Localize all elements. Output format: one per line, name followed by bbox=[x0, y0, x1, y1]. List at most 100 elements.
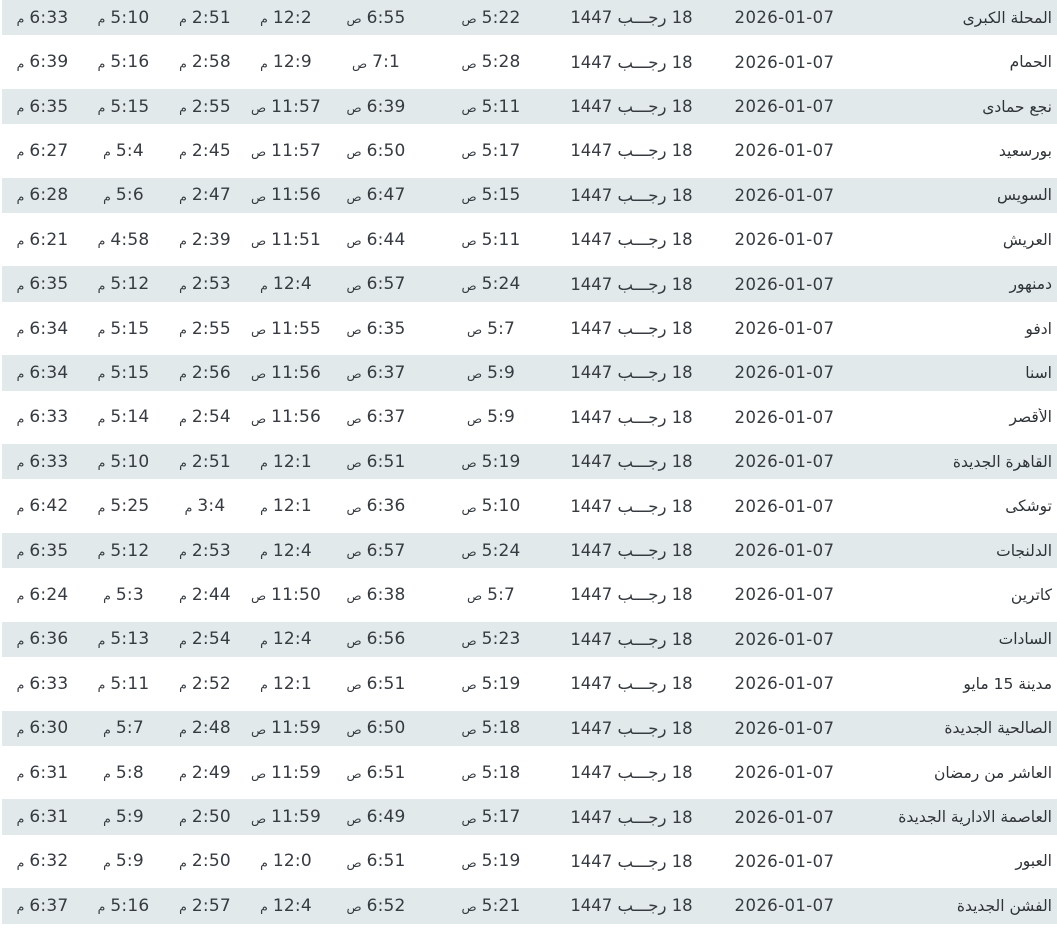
sunrise-time: 6:50 ص bbox=[326, 141, 426, 161]
time-value: 12:0 bbox=[272, 851, 312, 872]
city-name[interactable]: الفشن الجديدة bbox=[956, 896, 1052, 915]
isha-time: 6:37 م bbox=[2, 896, 83, 916]
gregorian-date: 2026-01-07 bbox=[734, 763, 835, 783]
city-name[interactable]: اسنا bbox=[1025, 363, 1052, 382]
hijri-date: 18 رجـــب 1447 bbox=[570, 407, 693, 427]
time-value: 2:52 bbox=[191, 673, 231, 694]
fajr-time: 5:11 ص bbox=[426, 97, 556, 117]
city-name[interactable]: الصالحية الجديدة bbox=[944, 719, 1052, 738]
city-name[interactable]: العريش bbox=[1002, 230, 1052, 249]
gregorian-date: 2026-01-07 bbox=[734, 8, 835, 28]
city-name[interactable]: توشكى bbox=[1005, 497, 1052, 516]
time-value: 5:7 bbox=[487, 584, 516, 605]
am-pm-marker: م bbox=[16, 499, 25, 515]
am-pm-marker: ص bbox=[346, 366, 362, 382]
asr-time: 2:54 م bbox=[164, 629, 246, 649]
time-value: 6:50 bbox=[366, 718, 406, 739]
city-name[interactable]: القاهرة الجديدة bbox=[952, 452, 1052, 471]
am-pm-marker: ص bbox=[250, 322, 267, 338]
asr-time: 2:47 م bbox=[164, 185, 246, 205]
time-value: 5:9 bbox=[487, 407, 516, 428]
asr-time: 2:55 م bbox=[164, 97, 246, 117]
time-value: 12:1 bbox=[272, 673, 312, 694]
city-name[interactable]: الحمام bbox=[1009, 53, 1052, 72]
gregorian-date: 2026-01-07 bbox=[734, 407, 835, 427]
fajr-time: 5:7 ص bbox=[426, 319, 556, 339]
dhuhr-time: 11:56 ص bbox=[246, 407, 326, 427]
isha-time: 6:21 م bbox=[2, 230, 83, 250]
city-name[interactable]: العبور bbox=[1015, 852, 1052, 871]
am-pm-marker: م bbox=[179, 588, 187, 604]
city-name[interactable]: ادفو bbox=[1025, 319, 1052, 338]
am-pm-marker: م bbox=[103, 188, 111, 204]
fajr-time: 5:9 ص bbox=[426, 407, 556, 427]
asr-time: 2:56 م bbox=[164, 363, 246, 383]
time-value: 6:21 bbox=[29, 229, 69, 250]
am-pm-marker: م bbox=[179, 233, 187, 249]
sunrise-time: 6:49 ص bbox=[326, 807, 426, 827]
am-pm-marker: م bbox=[260, 11, 268, 27]
am-pm-marker: ص bbox=[461, 55, 477, 71]
am-pm-marker: م bbox=[179, 410, 187, 426]
am-pm-marker: م bbox=[97, 55, 106, 71]
am-pm-marker: ص bbox=[461, 721, 477, 737]
time-value: 11:56 bbox=[271, 362, 322, 383]
time-value: 6:33 bbox=[29, 451, 69, 472]
city-name[interactable]: نجع حمادى bbox=[982, 97, 1052, 116]
time-value: 2:50 bbox=[191, 851, 231, 872]
time-value: 6:35 bbox=[29, 540, 69, 561]
time-value: 5:16 bbox=[110, 52, 150, 73]
time-value: 6:51 bbox=[366, 673, 406, 694]
city-name[interactable]: الأقصر bbox=[1009, 408, 1052, 427]
am-pm-marker: م bbox=[179, 11, 187, 27]
city-name[interactable]: كاترين bbox=[1010, 585, 1052, 604]
time-value: 2:47 bbox=[191, 185, 231, 206]
time-value: 5:15 bbox=[110, 96, 150, 117]
am-pm-marker: ص bbox=[461, 455, 477, 471]
am-pm-marker: ص bbox=[461, 499, 477, 515]
time-value: 5:7 bbox=[115, 718, 144, 739]
am-pm-marker: ص bbox=[346, 721, 362, 737]
table-row: السادات 2026-01-07 18 رجـــب 1447 5:23 ص 6:56… bbox=[2, 621, 1057, 658]
time-value: 6:39 bbox=[29, 52, 69, 73]
asr-time: 2:57 م bbox=[164, 896, 246, 916]
maghrib-time: 5:12 م bbox=[83, 274, 164, 294]
sunrise-time: 6:51 ص bbox=[326, 851, 426, 871]
maghrib-time: 5:6 م bbox=[83, 185, 164, 205]
time-value: 5:18 bbox=[481, 762, 521, 783]
maghrib-time: 5:9 م bbox=[83, 851, 164, 871]
time-value: 6:27 bbox=[29, 140, 69, 161]
sunrise-time: 6:57 ص bbox=[326, 274, 426, 294]
table-row: مدينة 15 مايو 2026-01-07 18 رجـــب 1447 5:1… bbox=[2, 666, 1057, 701]
city-name[interactable]: الدلنجات bbox=[996, 541, 1052, 560]
sunrise-time: 6:50 ص bbox=[326, 718, 426, 738]
time-value: 5:10 bbox=[481, 496, 521, 517]
city-name[interactable]: العاصمة الادارية الجديدة bbox=[898, 808, 1052, 826]
fajr-time: 5:24 ص bbox=[426, 541, 556, 561]
dhuhr-time: 11:56 ص bbox=[246, 185, 326, 205]
sunrise-time: 6:51 ص bbox=[326, 674, 426, 694]
hijri-date: 18 رجـــب 1447 bbox=[570, 452, 693, 472]
city-name[interactable]: السادات bbox=[998, 630, 1052, 649]
time-value: 11:59 bbox=[271, 807, 322, 827]
city-name[interactable]: المحلة الكبرى bbox=[962, 8, 1052, 27]
time-value: 5:10 bbox=[110, 7, 150, 28]
time-value: 6:47 bbox=[366, 185, 406, 206]
time-value: 2:56 bbox=[191, 362, 231, 383]
isha-time: 6:34 م bbox=[2, 363, 83, 383]
maghrib-time: 5:15 م bbox=[83, 97, 164, 117]
city-name[interactable]: بورسعيد bbox=[998, 141, 1052, 160]
city-name[interactable]: العاشر من رمضان bbox=[933, 763, 1052, 782]
sunrise-time: 6:39 ص bbox=[326, 97, 426, 117]
city-name[interactable]: مدينة 15 مايو bbox=[963, 674, 1052, 693]
am-pm-marker: ص bbox=[461, 899, 477, 915]
time-value: 6:50 bbox=[366, 140, 406, 161]
am-pm-marker: م bbox=[260, 899, 268, 915]
sunrise-time: 6:57 ص bbox=[326, 541, 426, 561]
city-name[interactable]: دمنهور bbox=[1009, 275, 1052, 294]
am-pm-marker: م bbox=[97, 100, 106, 115]
asr-time: 2:58 م bbox=[164, 52, 246, 72]
city-name[interactable]: السويس bbox=[997, 186, 1052, 205]
fajr-time: 5:23 ص bbox=[426, 629, 556, 649]
time-value: 12:2 bbox=[272, 7, 312, 28]
